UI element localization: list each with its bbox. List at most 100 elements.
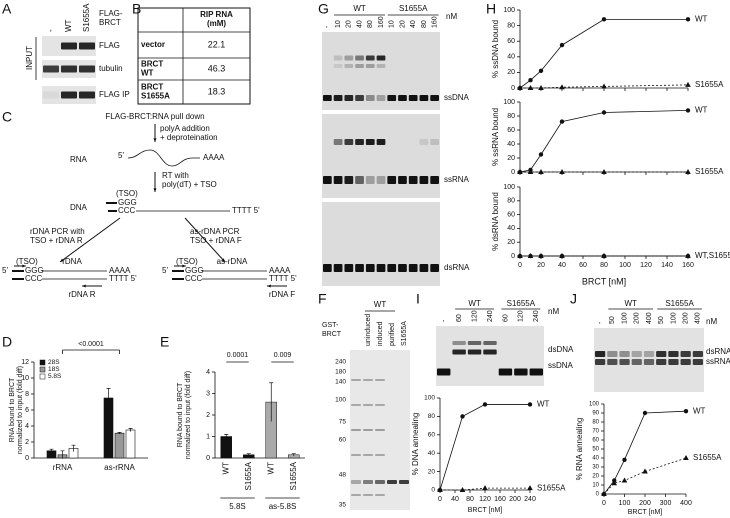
label: poly(dT) + TSO: [162, 180, 217, 189]
marker: [622, 457, 627, 462]
label: 5': [162, 266, 168, 275]
gel-band: [376, 64, 386, 68]
gel-band: [643, 359, 655, 365]
x-tick-label: 200: [509, 496, 521, 503]
label: (TSO): [116, 189, 138, 198]
lane-label: induced: [377, 321, 384, 346]
y-tick-label: 10: [21, 375, 29, 382]
marker: [527, 402, 533, 407]
gel-band: [351, 379, 361, 381]
gel-band: [452, 341, 466, 345]
y-tick-label: 4: [25, 423, 29, 430]
band-label: dsRNA: [706, 347, 730, 356]
error-bar: [269, 382, 274, 422]
gel-band: [79, 42, 95, 50]
legend-swatch: [39, 366, 46, 373]
marker: [621, 477, 628, 483]
error-bar: [117, 432, 122, 434]
gel-band: [333, 64, 343, 68]
gel-band: [351, 454, 361, 456]
gel-band: [323, 176, 332, 184]
y-tick-label: 0: [431, 487, 435, 494]
marker: [517, 253, 523, 258]
x-axis-label: BRCT [nM]: [468, 507, 503, 514]
arrow-head: [153, 138, 157, 142]
y-tick-label: 4: [206, 369, 210, 376]
gel-band: [668, 351, 679, 357]
y-tick-label: 20: [428, 468, 436, 475]
gel-band: [437, 368, 451, 376]
label: 5': [118, 151, 124, 160]
marker: [685, 81, 691, 87]
y-tick-label: 30: [592, 465, 599, 471]
gel-band: [363, 494, 373, 496]
band-label: ssRNA: [706, 357, 730, 366]
label: TTTT 5': [269, 274, 297, 283]
group-label: WT: [353, 4, 366, 13]
x-axis-label: BRCT [nM]: [628, 509, 663, 516]
y-tick-label: 60: [507, 38, 515, 45]
label: DNA: [70, 203, 88, 212]
lane-label: 240: [487, 310, 494, 322]
y-tick-label: 100: [424, 395, 435, 402]
gel-band: [355, 264, 364, 272]
lane-label: S1655A: [82, 3, 91, 32]
series-line: [603, 410, 687, 495]
y-axis-label: RNA bound to BRCT: [9, 377, 16, 442]
gel-band: [419, 139, 429, 145]
y-tick-label: 80: [428, 413, 436, 420]
x-tick-label: rRNA: [53, 463, 73, 472]
gel-band: [498, 368, 513, 376]
gel-band: [363, 404, 373, 406]
y-tick-label: 3: [206, 390, 210, 397]
x-tick-label: 40: [451, 496, 459, 503]
gel-band: [398, 176, 407, 184]
error-bar: [246, 453, 251, 456]
arrow-head: [22, 264, 26, 268]
series-line: [519, 110, 689, 173]
table-cell: 22.1: [208, 39, 226, 49]
panel-letter: G: [318, 1, 329, 17]
panel-letter: C: [2, 109, 12, 125]
x-tick-label: 0: [438, 496, 442, 503]
lane-label: 100: [670, 312, 677, 324]
gel-band: [656, 351, 667, 357]
marker-label: 100: [335, 397, 346, 404]
x-axis-label: BRCT [nM]: [582, 276, 626, 286]
gel-band: [430, 264, 439, 272]
lane-label: -: [324, 25, 331, 28]
gel-band: [430, 176, 439, 184]
error-bar: [60, 450, 65, 459]
label: (TSO): [176, 257, 198, 266]
gel-band: [351, 480, 361, 484]
marker-label: 140: [335, 379, 346, 386]
band-label: ssRNA: [444, 175, 470, 184]
gel-band: [79, 91, 95, 99]
label: 5': [2, 266, 8, 275]
gel: [436, 326, 544, 386]
band-label: dsRNA: [444, 263, 470, 272]
y-tick-label: 0: [596, 492, 600, 498]
gel-band: [333, 139, 343, 145]
marker: [559, 253, 565, 258]
header: FLAG-: [99, 9, 123, 18]
table-cell: S1655A: [141, 92, 170, 101]
gel-band: [355, 64, 364, 68]
gel-band: [351, 494, 361, 496]
gel-band: [408, 264, 418, 272]
marker: [559, 42, 565, 48]
y-tick-label: 40: [592, 456, 599, 462]
gel-band: [399, 480, 409, 484]
gel-band: [408, 95, 418, 101]
x-tick-label: S1655A: [244, 461, 253, 490]
gel-band: [408, 176, 418, 184]
marker: [482, 402, 488, 407]
gel-band: [344, 176, 354, 184]
series-label: S1655A: [695, 167, 724, 176]
marker: [538, 85, 544, 90]
protein-label: GST-: [322, 322, 339, 329]
p-value: 0.0001: [227, 352, 249, 359]
y-tick-label: 100: [589, 402, 600, 408]
y-tick-label: 6: [25, 407, 29, 414]
y-tick-label: 20: [507, 155, 515, 162]
